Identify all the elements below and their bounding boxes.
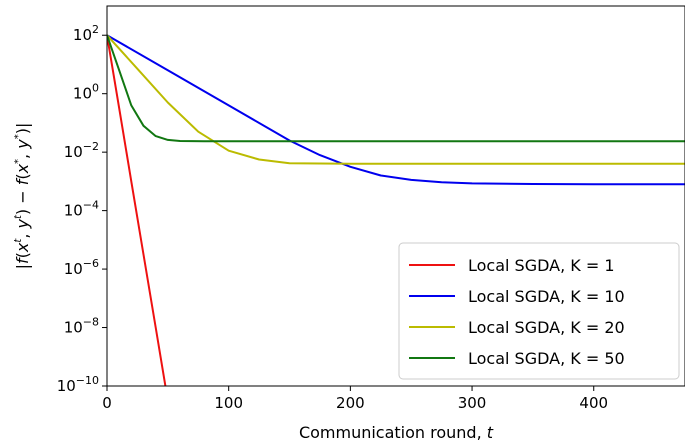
x-tick-label: 400 [579, 394, 608, 412]
x-tick-label: 100 [214, 394, 243, 412]
y-tick-label: 10−6 [64, 257, 99, 278]
series-layer [107, 34, 685, 386]
x-tick-label: 0 [102, 394, 112, 412]
x-tick-label: 200 [336, 394, 365, 412]
y-tick-label: 102 [73, 23, 99, 44]
series-line-1 [107, 35, 167, 386]
y-tick-label: 10−10 [57, 374, 99, 395]
y-tick-label: 10−2 [64, 140, 99, 161]
y-axis-ticks: 102 100 10−2 10−4 10−6 10−8 10−10 [57, 23, 107, 395]
x-axis-label: Communication round, t [299, 423, 494, 442]
y-axis-label: |f(xt, yt) − f(x*, y*)| [13, 123, 32, 270]
x-axis-ticks: 0 100 200 300 400 [102, 386, 608, 412]
legend-label-3: Local SGDA, K = 20 [468, 318, 625, 337]
series-line-4 [107, 34, 685, 143]
legend: Local SGDA, K = 1 Local SGDA, K = 10 Local… [398, 242, 680, 380]
series-line-3 [107, 34, 685, 165]
series-line-2 [107, 34, 685, 186]
y-tick-label: 10−8 [64, 316, 99, 337]
y-tick-label: 10−4 [64, 199, 99, 220]
y-tick-label: 100 [73, 82, 99, 103]
legend-box [398, 242, 680, 380]
legend-label-1: Local SGDA, K = 1 [468, 256, 615, 275]
x-tick-label: 300 [458, 394, 487, 412]
legend-label-4: Local SGDA, K = 50 [468, 349, 625, 368]
plot-frame [106, 5, 685, 387]
legend-label-2: Local SGDA, K = 10 [468, 287, 625, 306]
